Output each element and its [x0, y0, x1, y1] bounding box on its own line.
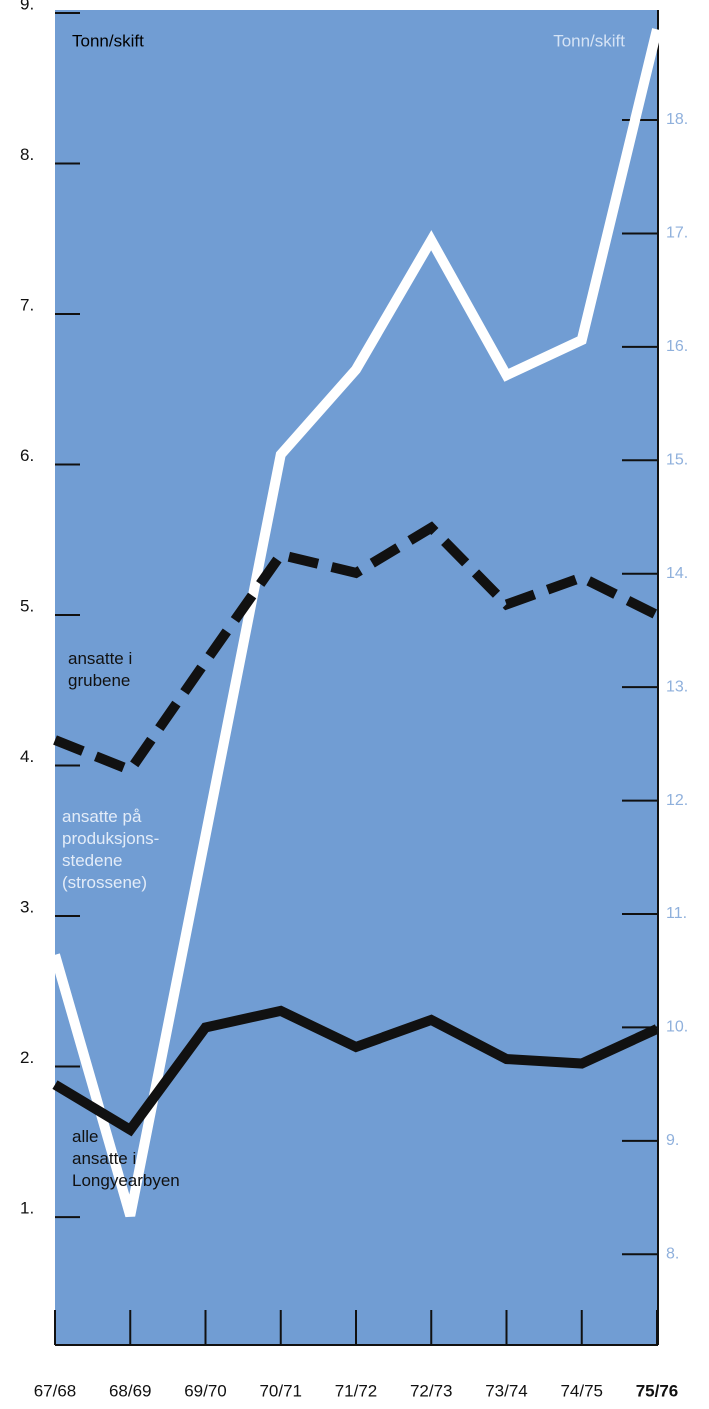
y2-tick-label: 15.: [666, 452, 688, 469]
x-tick-label: 68/69: [109, 1381, 152, 1400]
y2-tick-label: 13.: [666, 678, 688, 695]
series-line: [52, 1005, 660, 1137]
series-line: [53, 521, 660, 777]
y2-tick-label: 17.: [666, 225, 688, 242]
y2-tick-label: 18.: [666, 111, 688, 128]
x-tick-label: 72/73: [410, 1381, 453, 1400]
y-tick-label: 5.: [20, 597, 34, 616]
y2-tick-label: 14.: [666, 565, 688, 582]
series-label: ansatte på produksjons-stedene (strossene): [62, 807, 159, 892]
y2-tick-label: 9.: [666, 1132, 679, 1149]
x-tick-label: 70/71: [259, 1381, 302, 1400]
y2-tick-label: 11.: [666, 905, 687, 922]
y-tick-label: 4.: [20, 747, 34, 766]
y-tick-label: 3.: [20, 898, 34, 917]
y-tick-label: 6.: [20, 446, 34, 465]
y2-axis-label: Tonn/skift: [553, 31, 625, 50]
y-tick-label: 8.: [20, 145, 34, 164]
y-axis-label: Tonn/skift: [72, 31, 144, 50]
y2-tick-label: 8.: [666, 1245, 679, 1262]
series-label: ansatte i grubene: [68, 649, 132, 690]
x-tick-label: 74/75: [560, 1381, 603, 1400]
y-tick-label: 1.: [20, 1199, 34, 1218]
y2-tick-label: 16.: [666, 338, 688, 355]
x-tick-label: 69/70: [184, 1381, 227, 1400]
x-tick-label: 73/74: [485, 1381, 528, 1400]
x-tick-label: 67/68: [34, 1381, 77, 1400]
y2-tick-label: 10.: [666, 1019, 688, 1036]
y-tick-label: 7.: [20, 296, 34, 315]
plot-area: [55, 10, 658, 1345]
x-tick-label: 71/72: [335, 1381, 378, 1400]
series-label: alle ansatte i Longyearbyen: [72, 1127, 180, 1190]
y-tick-label: 9.: [20, 0, 34, 13]
y-tick-label: 2.: [20, 1048, 34, 1067]
x-tick-label: 75/76: [636, 1381, 679, 1400]
y2-tick-label: 12.: [666, 792, 688, 809]
